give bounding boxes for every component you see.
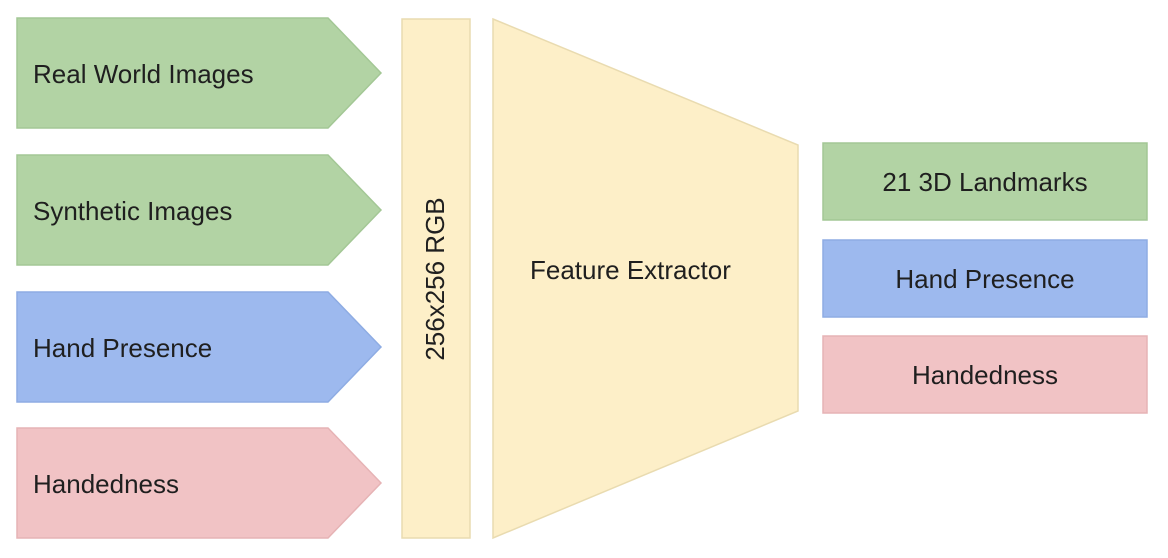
feature-extractor-label: Feature Extractor bbox=[530, 255, 731, 285]
input-layer-label: 256x256 RGB bbox=[420, 197, 450, 361]
input-arrow-synthetic-images bbox=[16, 154, 383, 266]
output-box-21-3d-landmarks bbox=[822, 142, 1148, 221]
input-label-handedness: Handedness bbox=[33, 469, 179, 499]
input-arrow-hand-presence bbox=[16, 291, 383, 403]
output-label-21-3d-landmarks: 21 3D Landmarks bbox=[882, 167, 1088, 197]
input-arrow-real-world-images bbox=[16, 17, 383, 129]
input-label-synthetic-images: Synthetic Images bbox=[33, 196, 233, 226]
input-arrow-handedness bbox=[16, 427, 383, 539]
input-label-hand-presence: Hand Presence bbox=[33, 333, 213, 363]
output-label-hand-presence: Hand Presence bbox=[895, 264, 1075, 294]
input-label-real-world-images: Real World Images bbox=[33, 59, 254, 89]
feature-extractor-trapezoid bbox=[492, 17, 799, 540]
input-layer-bar bbox=[401, 18, 471, 539]
output-box-hand-presence bbox=[822, 239, 1148, 318]
output-label-handedness: Handedness bbox=[912, 360, 1058, 390]
output-box-handedness bbox=[822, 335, 1148, 414]
